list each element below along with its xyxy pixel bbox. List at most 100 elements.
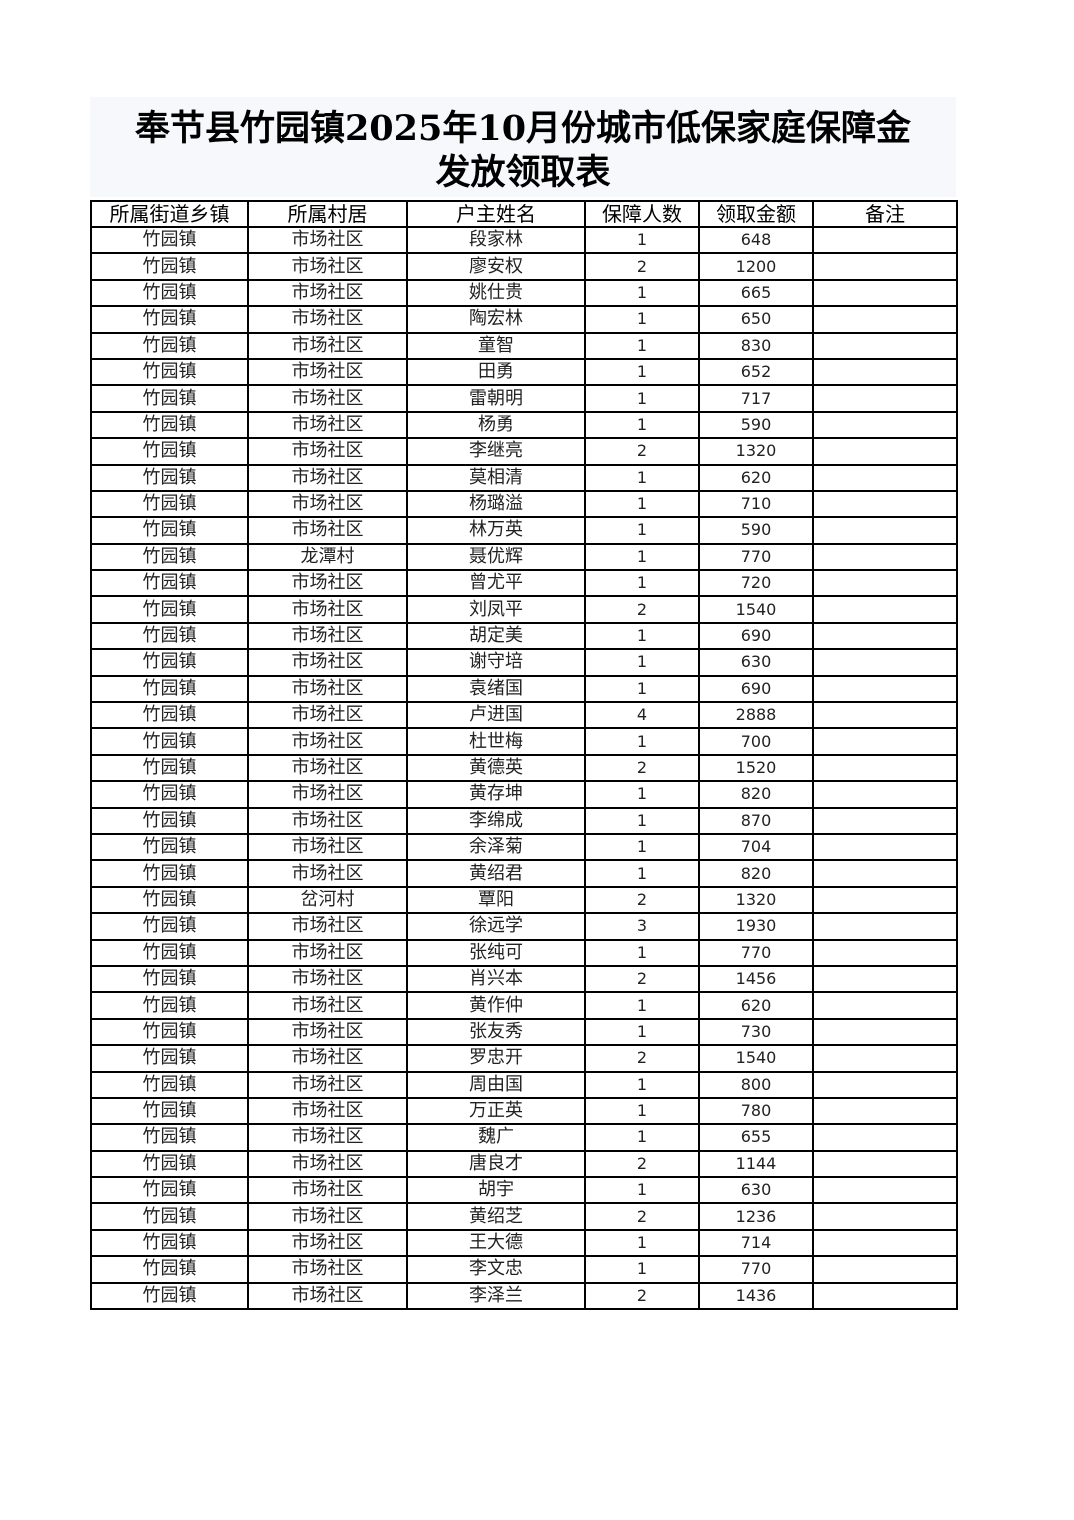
cell-householder: 黄作仲 <box>406 991 586 1020</box>
cell-township: 竹园镇 <box>90 516 249 545</box>
cell-householder: 李绵成 <box>406 806 586 835</box>
table-row: 竹园镇 市场社区 余泽菊 1 704 <box>90 832 958 862</box>
cell-village: 市场社区 <box>247 648 408 677</box>
cell-village: 市场社区 <box>247 595 408 624</box>
cell-village: 市场社区 <box>247 991 408 1020</box>
cell-village: 市场社区 <box>247 780 408 809</box>
table-row: 竹园镇 市场社区 黄存坤 1 820 <box>90 780 958 809</box>
cell-remarks <box>812 542 958 572</box>
cell-remarks <box>812 463 958 492</box>
cell-amount: 1320 <box>698 437 814 466</box>
cell-persons: 1 <box>584 410 700 440</box>
cell-village: 市场社区 <box>247 1281 408 1311</box>
cell-householder: 段家林 <box>406 225 586 255</box>
cell-householder: 杜世梅 <box>406 727 586 756</box>
cell-remarks <box>812 1149 958 1179</box>
table-row: 竹园镇 市场社区 曾尤平 1 720 <box>90 569 958 598</box>
cell-amount: 1320 <box>698 885 814 915</box>
cell-persons: 1 <box>584 463 700 492</box>
cell-householder: 姚仕贵 <box>406 278 586 308</box>
cell-amount: 650 <box>698 305 814 334</box>
cell-township: 竹园镇 <box>90 1044 249 1073</box>
cell-remarks <box>812 885 958 915</box>
header-village: 所属村居 <box>247 200 408 228</box>
cell-village: 市场社区 <box>247 305 408 334</box>
cell-village: 市场社区 <box>247 1202 408 1231</box>
cell-remarks <box>812 964 958 994</box>
cell-persons: 1 <box>584 991 700 1020</box>
cell-remarks <box>812 278 958 308</box>
cell-householder: 李文忠 <box>406 1255 586 1284</box>
cell-amount: 1520 <box>698 753 814 783</box>
cell-township: 竹园镇 <box>90 1176 249 1205</box>
cell-village: 市场社区 <box>247 437 408 466</box>
cell-persons: 1 <box>584 1176 700 1205</box>
cell-householder: 黄德英 <box>406 753 586 783</box>
cell-remarks <box>812 1017 958 1047</box>
table-row: 竹园镇 市场社区 胡定美 1 690 <box>90 621 958 651</box>
table-row: 竹园镇 市场社区 李文忠 1 770 <box>90 1255 958 1284</box>
cell-amount: 1236 <box>698 1202 814 1231</box>
cell-village: 市场社区 <box>247 410 408 440</box>
table-row: 竹园镇 市场社区 唐良才 2 1144 <box>90 1149 958 1179</box>
cell-village: 市场社区 <box>247 1176 408 1205</box>
cell-householder: 林万英 <box>406 516 586 545</box>
table-row: 竹园镇 市场社区 林万英 1 590 <box>90 516 958 545</box>
cell-persons: 2 <box>584 1149 700 1179</box>
cell-township: 竹园镇 <box>90 542 249 572</box>
cell-township: 竹园镇 <box>90 225 249 255</box>
cell-village: 市场社区 <box>247 753 408 783</box>
cell-amount: 704 <box>698 832 814 862</box>
table-row: 竹园镇 市场社区 童智 1 830 <box>90 331 958 360</box>
cell-persons: 1 <box>584 331 700 360</box>
table-row: 竹园镇 市场社区 徐远学 3 1930 <box>90 912 958 941</box>
cell-remarks <box>812 806 958 835</box>
cell-persons: 2 <box>584 753 700 783</box>
cell-village: 市场社区 <box>247 1070 408 1099</box>
cell-remarks <box>812 569 958 598</box>
cell-persons: 2 <box>584 1202 700 1231</box>
table-row: 竹园镇 市场社区 黄绍君 1 820 <box>90 859 958 888</box>
cell-householder: 胡定美 <box>406 621 586 651</box>
cell-village: 市场社区 <box>247 516 408 545</box>
table-row: 竹园镇 市场社区 张友秀 1 730 <box>90 1017 958 1047</box>
cell-amount: 780 <box>698 1096 814 1126</box>
cell-village: 市场社区 <box>247 912 408 941</box>
cell-township: 竹园镇 <box>90 1149 249 1179</box>
header-householder: 户主姓名 <box>406 200 586 228</box>
cell-remarks <box>812 331 958 360</box>
cell-householder: 刘凤平 <box>406 595 586 624</box>
table-row: 竹园镇 市场社区 卢进国 4 2888 <box>90 701 958 730</box>
cell-amount: 700 <box>698 727 814 756</box>
cell-householder: 谢守培 <box>406 648 586 677</box>
cell-remarks <box>812 753 958 783</box>
cell-township: 竹园镇 <box>90 832 249 862</box>
cell-householder: 陶宏林 <box>406 305 586 334</box>
cell-township: 竹园镇 <box>90 1070 249 1099</box>
cell-persons: 1 <box>584 1096 700 1126</box>
cell-persons: 1 <box>584 780 700 809</box>
cell-remarks <box>812 1202 958 1231</box>
cell-remarks <box>812 252 958 281</box>
cell-remarks <box>812 938 958 967</box>
cell-village: 市场社区 <box>247 225 408 255</box>
cell-village: 市场社区 <box>247 463 408 492</box>
table-row: 竹园镇 市场社区 杜世梅 1 700 <box>90 727 958 756</box>
cell-remarks <box>812 1044 958 1073</box>
cell-remarks <box>812 305 958 334</box>
cell-amount: 717 <box>698 384 814 413</box>
header-township: 所属街道乡镇 <box>90 200 249 228</box>
cell-village: 市场社区 <box>247 674 408 704</box>
cell-householder: 黄存坤 <box>406 780 586 809</box>
cell-householder: 童智 <box>406 331 586 360</box>
cell-amount: 1436 <box>698 1281 814 1311</box>
cell-village: 市场社区 <box>247 938 408 967</box>
cell-persons: 2 <box>584 1044 700 1073</box>
cell-remarks <box>812 1096 958 1126</box>
cell-persons: 1 <box>584 1070 700 1099</box>
cell-amount: 630 <box>698 1176 814 1205</box>
cell-township: 竹园镇 <box>90 885 249 915</box>
table-row: 竹园镇 市场社区 胡宇 1 630 <box>90 1176 958 1205</box>
cell-remarks <box>812 1281 958 1311</box>
table-row: 竹园镇 市场社区 袁绪国 1 690 <box>90 674 958 704</box>
